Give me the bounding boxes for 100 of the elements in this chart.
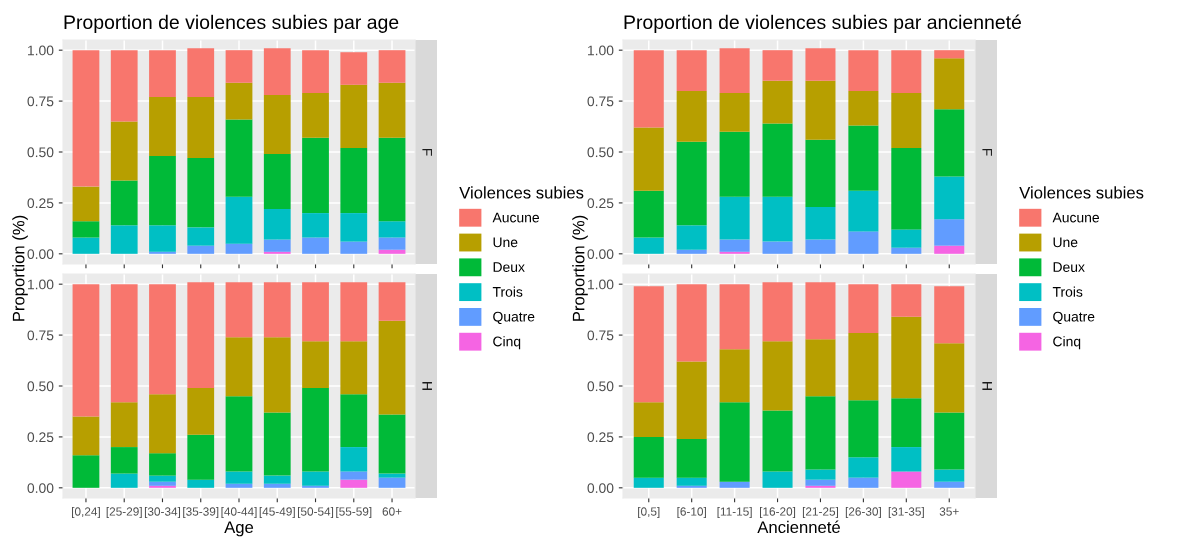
bar — [848, 50, 879, 91]
bar — [110, 402, 138, 448]
legend-title: Violences subies — [1019, 186, 1144, 199]
bar — [762, 471, 793, 488]
bar — [187, 434, 215, 480]
bar — [891, 316, 922, 399]
bar — [225, 82, 253, 120]
legend-label: Quatre — [1053, 311, 1095, 325]
bar — [891, 398, 922, 448]
bar — [891, 284, 922, 317]
bar — [719, 48, 750, 93]
bar — [719, 196, 750, 240]
x-tick-label: [30-34] — [144, 507, 181, 519]
bar — [848, 231, 879, 254]
bar — [263, 251, 291, 254]
bar — [676, 90, 707, 142]
x-tick-label: 35+ — [939, 507, 959, 516]
x-tick-label: [31-35] — [888, 507, 924, 519]
bar — [934, 469, 965, 482]
bar — [676, 438, 707, 478]
y-tick-label: 0.00 — [27, 249, 54, 259]
bar — [187, 388, 215, 435]
bar — [225, 50, 253, 83]
bar — [225, 196, 253, 244]
x-tick-label: [0,24] — [72, 507, 100, 519]
bar — [934, 245, 965, 254]
chart-title: Proportion de violences subies par age — [64, 14, 399, 33]
bar — [72, 284, 100, 417]
y-tick-label: 0.75 — [27, 96, 54, 107]
y-tick-label: 0.75 — [27, 330, 54, 341]
bar — [302, 213, 329, 238]
y-tick-label: 0.50 — [27, 147, 54, 158]
bar — [719, 92, 750, 132]
bar — [302, 485, 329, 488]
bar — [302, 471, 329, 486]
bar — [149, 50, 176, 98]
y-axis-title: Proportion (%) — [572, 215, 588, 321]
bar — [848, 284, 879, 334]
x-axis-title: Age — [224, 521, 254, 537]
bar — [340, 479, 368, 488]
y-tick-label: 0.25 — [587, 432, 614, 443]
bar — [340, 341, 368, 395]
bar — [187, 48, 215, 98]
bar — [302, 50, 329, 93]
bar — [378, 477, 406, 488]
bar — [263, 94, 291, 155]
bar — [378, 237, 406, 250]
legend-label: Cinq — [1053, 336, 1081, 350]
x-tick-label: [45-49] — [259, 507, 295, 519]
legend-label: Une — [493, 237, 518, 248]
legend-label: Cinq — [493, 336, 521, 350]
bar — [149, 284, 176, 395]
bar — [719, 349, 750, 403]
bar — [72, 416, 100, 456]
bar — [340, 147, 368, 214]
y-tick-label: 0.00 — [27, 483, 54, 493]
y-tick-label: 0.75 — [587, 96, 614, 107]
bar — [340, 282, 368, 342]
bar — [263, 475, 291, 484]
bar — [149, 156, 176, 226]
bar — [719, 131, 750, 197]
bar — [110, 225, 138, 254]
bar — [676, 249, 707, 254]
y-tick-label: 0.50 — [587, 381, 614, 392]
bar — [263, 239, 291, 252]
legend-label: Aucune — [1052, 212, 1099, 223]
bar — [676, 485, 707, 488]
bar — [302, 282, 329, 342]
bar — [848, 333, 879, 401]
x-tick-label: [6-10] — [677, 507, 706, 519]
bar — [340, 394, 368, 448]
bar — [633, 190, 664, 238]
text: F — [982, 148, 992, 156]
y-tick-label: 0.50 — [587, 147, 614, 158]
bar — [762, 410, 793, 472]
bar — [676, 284, 707, 362]
x-tick-label: [26-30] — [845, 507, 881, 519]
bar — [633, 477, 664, 488]
bar — [891, 247, 922, 254]
bar — [848, 125, 879, 191]
bar — [72, 455, 100, 488]
bar — [762, 282, 793, 342]
bar — [340, 447, 368, 472]
bar — [340, 84, 368, 148]
bar — [719, 284, 750, 350]
y-tick-label: 0.75 — [587, 330, 614, 341]
y-tick-label: 1.00 — [588, 45, 614, 56]
bar — [378, 249, 406, 254]
y-tick-label: 0.25 — [587, 198, 614, 209]
bar — [187, 158, 215, 228]
bar — [110, 50, 138, 122]
bar — [848, 400, 879, 458]
y-tick-label: 1.00 — [28, 279, 54, 290]
bar — [934, 481, 965, 488]
bar — [805, 339, 836, 397]
bar — [891, 50, 922, 93]
bar — [378, 50, 406, 83]
legend-label: Deux — [493, 262, 525, 273]
bar — [676, 50, 707, 91]
y-tick-label: 0.50 — [27, 381, 54, 392]
